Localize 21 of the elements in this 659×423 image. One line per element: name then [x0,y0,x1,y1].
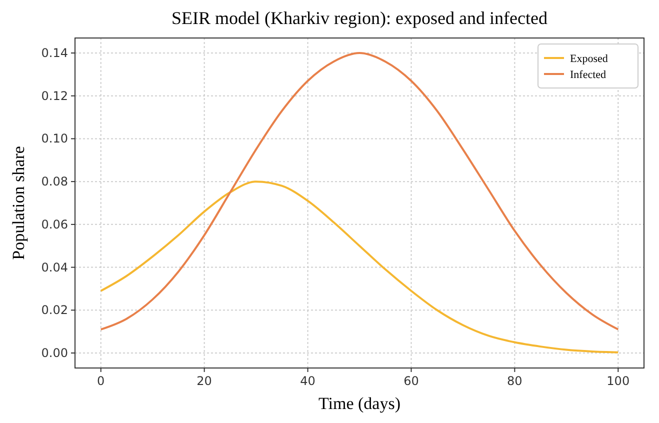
y-tick-label: 0.04 [41,260,68,274]
y-tick-label: 0.06 [41,217,68,232]
legend-label: Infected [570,69,607,81]
x-tick-label: 100 [606,374,630,388]
y-tick-label: 0.08 [41,174,68,189]
x-tick-label: 0 [97,374,105,388]
chart-title: SEIR model (Kharkiv region): exposed and infected [172,8,548,28]
y-tick-label: 0.00 [41,346,68,360]
y-tick-label: 0.12 [41,88,68,103]
x-tick-label: 80 [507,374,522,388]
y-axis-title: Population share [9,146,28,260]
y-tick-label: 0.10 [41,132,68,146]
x-tick-label: 60 [404,374,419,388]
x-tick-label: 20 [196,374,212,388]
x-tick-label: 40 [300,374,316,388]
y-tick-label: 0.02 [41,303,68,318]
x-axis-title: Time (days) [318,394,401,413]
y-tick-label: 0.14 [41,46,68,60]
line-series [100,180,620,354]
legend-label: Exposed [570,53,608,65]
line-series [100,52,620,330]
